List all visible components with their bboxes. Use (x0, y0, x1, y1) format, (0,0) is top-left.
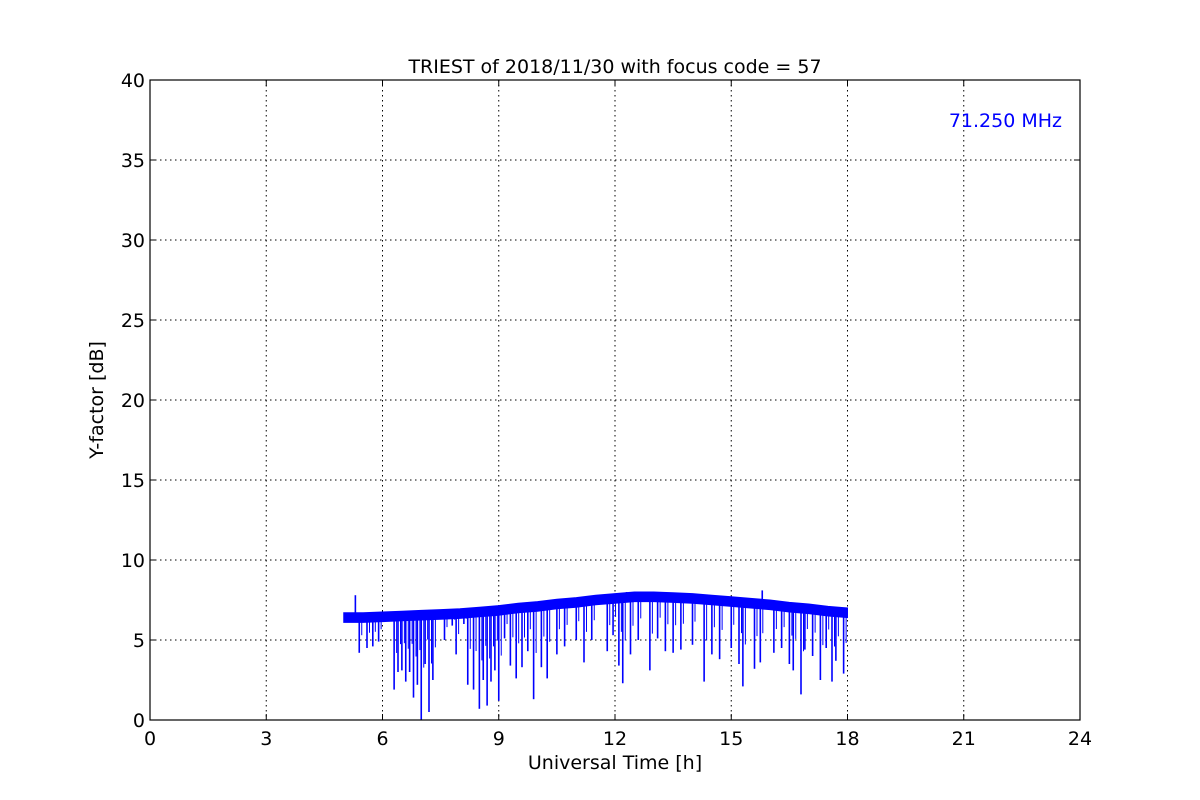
axis-ticks: 0 3 6 9 12 15 18 21 24 0 5 10 15 20 25 30 35 40 (121, 70, 1092, 750)
x-tick-label: 0 (144, 728, 156, 750)
x-tick-label: 9 (493, 728, 505, 750)
y-tick-label: 35 (121, 150, 145, 172)
x-tick-label: 15 (719, 728, 743, 750)
grid-lines (150, 80, 1080, 720)
frequency-annotation: 71.250 MHz (949, 110, 1062, 132)
y-tick-label: 20 (121, 390, 145, 412)
y-tick-label: 30 (121, 230, 145, 252)
x-tick-label: 12 (603, 728, 627, 750)
chart-title: TRIEST of 2018/11/30 with focus code = 5… (407, 56, 821, 78)
y-tick-label: 25 (121, 310, 145, 332)
data-series (343, 590, 848, 720)
y-tick-label: 5 (133, 630, 145, 652)
x-tick-label: 24 (1068, 728, 1092, 750)
x-axis-label: Universal Time [h] (528, 752, 702, 774)
series-band (343, 591, 848, 623)
series-line (343, 596, 848, 619)
y-tick-label: 0 (133, 710, 145, 732)
y-tick-label: 15 (121, 470, 145, 492)
x-tick-label: 21 (952, 728, 976, 750)
y-tick-label: 40 (121, 70, 145, 92)
y-axis-label: Y-factor [dB] (86, 341, 108, 460)
y-tick-label: 10 (121, 550, 145, 572)
x-tick-label: 6 (376, 728, 388, 750)
x-tick-label: 3 (260, 728, 272, 750)
x-tick-label: 18 (835, 728, 859, 750)
